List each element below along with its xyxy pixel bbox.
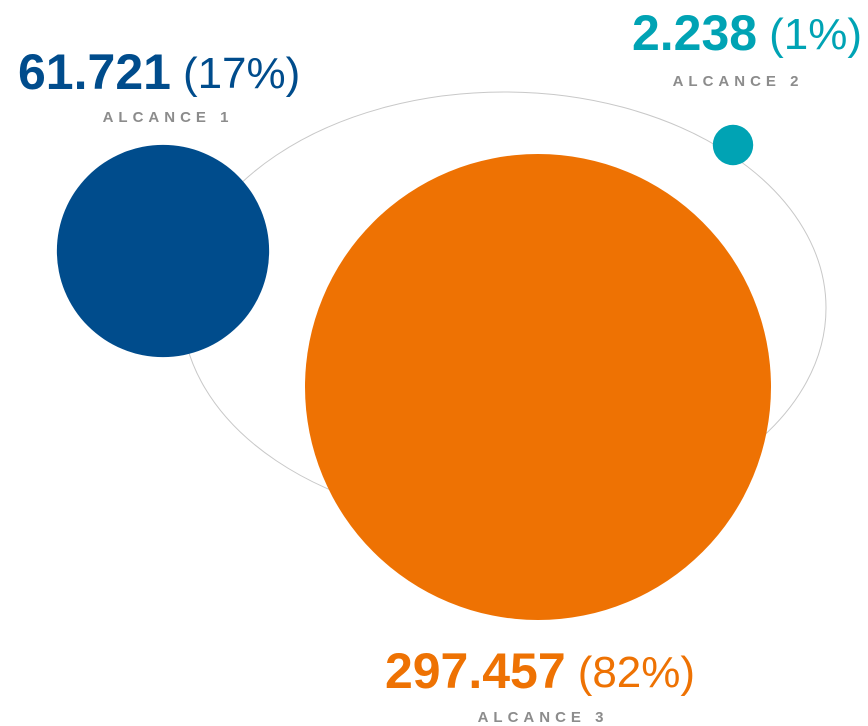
- bubble-label: 2.238 (1%): [632, 5, 862, 61]
- share-label: (17%): [183, 49, 300, 98]
- category-label: ALCANCE 1: [103, 109, 234, 126]
- value-label: 297.457: [385, 643, 566, 699]
- bubble-label: 297.457 (82%): [385, 643, 695, 699]
- value-label: 2.238: [632, 5, 757, 61]
- bubble: [712, 124, 754, 166]
- bubble-label: 61.721 (17%): [18, 44, 300, 100]
- category-label: ALCANCE 3: [478, 709, 609, 726]
- bubble: [56, 144, 270, 358]
- share-label: (1%): [769, 10, 862, 59]
- bubble: [305, 154, 771, 620]
- share-label: (82%): [578, 648, 695, 697]
- value-label: 61.721: [18, 44, 171, 100]
- category-label: ALCANCE 2: [673, 73, 804, 90]
